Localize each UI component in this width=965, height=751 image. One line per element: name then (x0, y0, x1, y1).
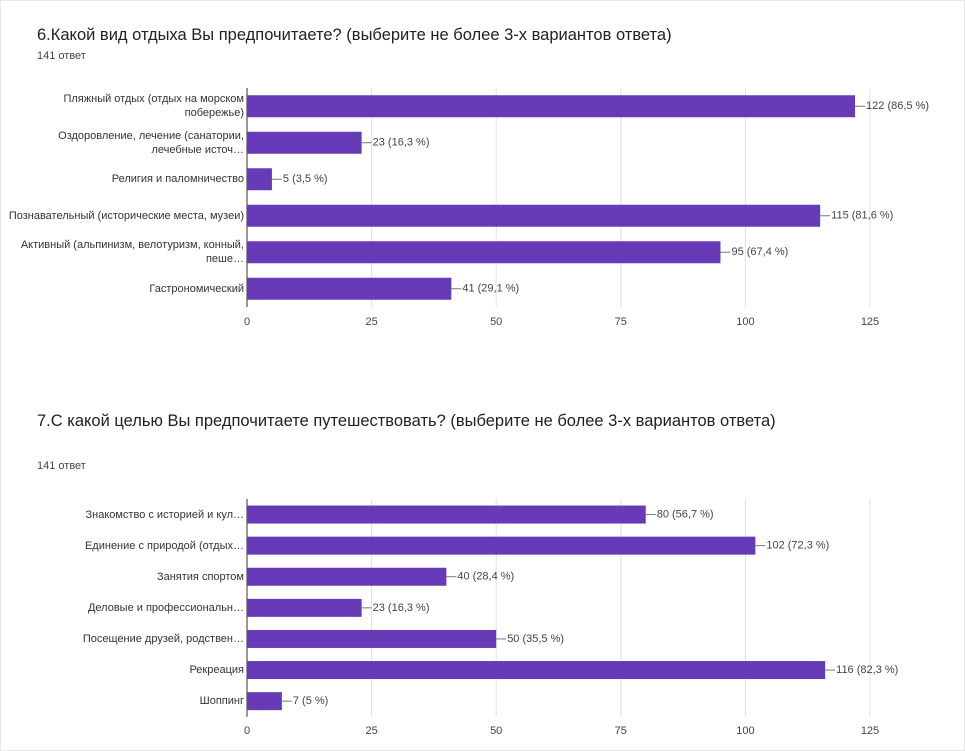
category-label: Активный (альпинизм, велотуризм, конный,… (20, 239, 244, 266)
bar (247, 204, 821, 227)
category-label: Занятия спортом (156, 570, 244, 583)
chart-title: 6.Какой вид отдыха Вы предпочитаете? (вы… (37, 26, 672, 44)
value-label: 23 (16,3 %) (373, 602, 430, 614)
x-tick-label: 50 (490, 316, 502, 328)
value-label: 115 (81,6 %) (831, 210, 893, 222)
category-label: Знакомство с историей и кул… (85, 508, 244, 521)
value-label: 122 (86,5 %) (866, 100, 929, 112)
bar (247, 567, 447, 586)
value-label: 7 (5 %) (293, 695, 328, 707)
value-label: 80 (56,7 %) (657, 508, 714, 520)
value-label: 5 (3,5 %) (283, 173, 328, 185)
x-tick-label: 100 (736, 725, 754, 737)
category-label: Познавательный (исторические места, музе… (8, 209, 244, 222)
bar (247, 241, 721, 264)
bar (247, 536, 756, 555)
category-label: Единение с природой (отдых… (84, 539, 244, 552)
category-label: Оздоровление, лечение (санатории, лечебн… (58, 129, 244, 156)
category-label: Посещение друзей, родствен… (82, 632, 244, 645)
x-tick-label: 125 (861, 725, 879, 737)
bar (247, 629, 497, 648)
bar (247, 661, 826, 680)
bar (247, 598, 362, 617)
x-tick-label: 100 (736, 316, 754, 328)
category-label: Шоппинг (199, 695, 244, 708)
bar (247, 95, 856, 118)
chart-subtitle: 141 ответ (37, 50, 86, 62)
value-label: 23 (16,3 %) (373, 137, 430, 149)
x-tick-label: 125 (861, 316, 879, 328)
chart-subtitle: 141 ответ (37, 460, 86, 472)
value-label: 41 (29,1 %) (462, 283, 519, 295)
x-tick-label: 25 (365, 316, 377, 328)
x-tick-label: 50 (490, 725, 502, 737)
chart-title: 7.С какой целью Вы предпочитаете путешес… (37, 412, 776, 430)
bar (247, 277, 452, 300)
bar (247, 505, 646, 524)
bar (247, 168, 272, 191)
x-tick-label: 75 (615, 725, 627, 737)
x-tick-label: 0 (244, 316, 250, 328)
x-tick-label: 25 (365, 725, 377, 737)
category-label: Гастрономический (149, 282, 244, 295)
category-label: Пляжный отдых (отдых на морском побережь… (63, 93, 244, 120)
x-tick-label: 0 (244, 725, 250, 737)
x-tick-label: 75 (615, 316, 627, 328)
bar (247, 692, 282, 711)
category-label: Деловые и профессиональн… (87, 601, 244, 614)
value-label: 102 (72,3 %) (766, 540, 829, 552)
value-label: 116 (82,3 %) (836, 664, 898, 676)
category-label: Рекреация (189, 664, 244, 677)
value-label: 50 (35,5 %) (507, 633, 564, 645)
bar (247, 131, 362, 154)
value-label: 95 (67,4 %) (731, 246, 788, 258)
category-label: Религия и паломничество (111, 173, 244, 186)
value-label: 40 (28,4 %) (457, 571, 514, 583)
